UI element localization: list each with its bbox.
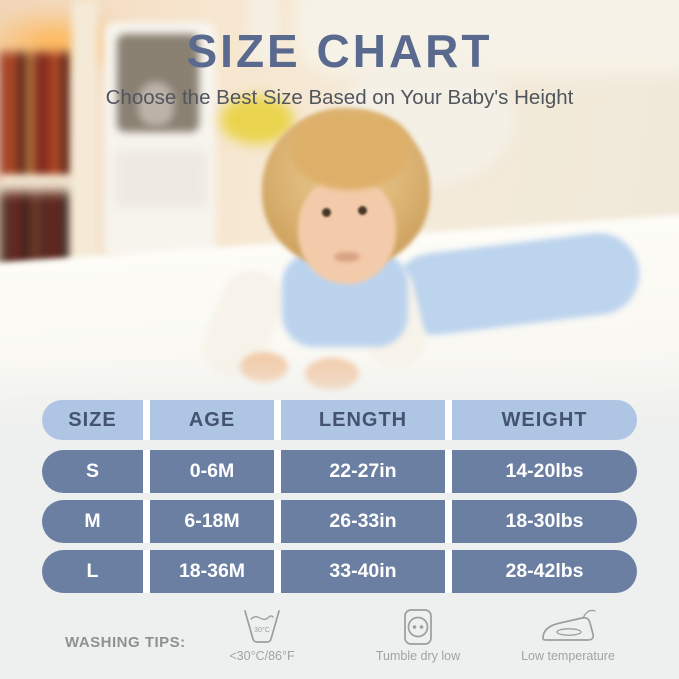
cell-age: 6-18M	[150, 500, 274, 543]
tumble-dry-icon	[353, 606, 483, 646]
photo-headboard	[295, 0, 679, 75]
cell-size: S	[42, 450, 143, 493]
photo-baby-bangs	[290, 112, 410, 190]
photo-shelf-board	[0, 176, 78, 192]
column-header-size: SIZE	[42, 400, 143, 440]
cell-age: 18-36M	[150, 550, 274, 593]
cell-length: 22-27in	[281, 450, 445, 493]
cell-weight: 28-42lbs	[452, 550, 637, 593]
page-title: SIZE CHART	[186, 25, 493, 77]
photo-toy	[138, 82, 174, 126]
heading-block: SIZE CHART Choose the Best Size Based on…	[0, 24, 679, 110]
photo-baby-face	[298, 176, 396, 284]
column-header-length: LENGTH	[281, 400, 445, 440]
table-row: L 18-36M 33-40in 28-42lbs	[42, 550, 637, 593]
column-header-age: AGE	[150, 400, 274, 440]
cell-length: 33-40in	[281, 550, 445, 593]
washing-tip-caption: Tumble dry low	[375, 649, 461, 663]
column-header-weight: WEIGHT	[452, 400, 637, 440]
cell-size: M	[42, 500, 143, 543]
washing-tip-tumble-dry: Tumble dry low	[353, 606, 483, 663]
photo-baby-mouth	[334, 252, 360, 262]
washing-tip-caption: Low temperature	[521, 649, 615, 663]
washing-tip-caption: <30°C/86°F	[229, 649, 295, 663]
page-subtitle: Choose the Best Size Based on Your Baby'…	[105, 86, 574, 109]
photo-nightstand-drawer	[115, 150, 207, 208]
size-table: SIZE AGE LENGTH WEIGHT S 0-6M 22-27in 14…	[42, 400, 637, 600]
photo-lamp-pole	[248, 0, 278, 62]
washing-tips-label: WASHING TIPS:	[65, 634, 186, 651]
photo-baby-eye	[322, 208, 331, 217]
washing-tip-iron: Low temperature	[503, 606, 633, 663]
cell-weight: 14-20lbs	[452, 450, 637, 493]
photo-bookshelf-books	[0, 52, 72, 177]
washing-tips-section: WASHING TIPS: 30°C <30°C/86°F T	[0, 598, 679, 668]
table-row: M 6-18M 26-33in 18-30lbs	[42, 500, 637, 543]
cell-age: 0-6M	[150, 450, 274, 493]
cell-length: 26-33in	[281, 500, 445, 543]
wash-tub-30c-icon: 30°C	[197, 606, 327, 646]
table-row: S 0-6M 22-27in 14-20lbs	[42, 450, 637, 493]
size-table-header-row: SIZE AGE LENGTH WEIGHT	[42, 400, 637, 440]
photo-baby-eye	[358, 206, 367, 215]
washing-tip-temperature: 30°C <30°C/86°F	[197, 606, 327, 663]
iron-icon	[503, 606, 633, 646]
cell-weight: 18-30lbs	[452, 500, 637, 543]
svg-text:30°C: 30°C	[254, 626, 270, 634]
cell-size: L	[42, 550, 143, 593]
